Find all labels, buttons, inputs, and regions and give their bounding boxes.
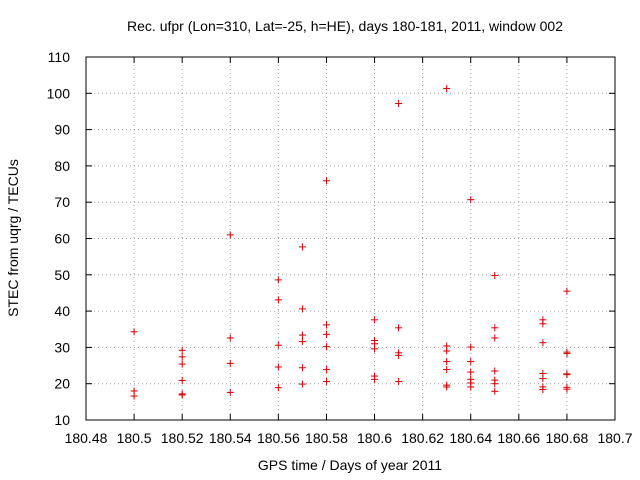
data-point <box>226 388 234 396</box>
data-point <box>491 272 499 280</box>
x-tick-labels: 180.48 180.5 180.52 180.54 180.56 180.58 180.6… <box>65 430 633 446</box>
data-point <box>226 359 234 367</box>
data-point <box>467 368 475 376</box>
data-point <box>443 358 451 366</box>
grid-layer <box>86 57 615 420</box>
data-point <box>322 343 330 351</box>
data-point <box>274 276 282 284</box>
y-tick-label: 80 <box>54 158 70 174</box>
x-tick-label: 180.56 <box>257 430 300 446</box>
x-tick-label: 180.7 <box>597 430 632 446</box>
tick-layer <box>85 56 616 421</box>
y-tick-label: 70 <box>54 194 70 210</box>
data-point <box>178 353 186 361</box>
data-point <box>298 305 306 313</box>
x-tick-label: 180.58 <box>305 430 348 446</box>
data-point <box>395 378 403 386</box>
data-point <box>563 385 571 393</box>
data-point <box>539 320 547 328</box>
data-point <box>467 343 475 351</box>
y-tick-label: 40 <box>54 303 70 319</box>
data-point <box>298 243 306 251</box>
data-point <box>298 380 306 388</box>
data-point <box>298 364 306 372</box>
x-tick-label: 180.6 <box>357 430 392 446</box>
y-tick-label: 100 <box>47 85 71 101</box>
data-point <box>539 339 547 347</box>
x-tick-label: 180.66 <box>497 430 540 446</box>
data-point <box>395 324 403 332</box>
data-point <box>130 328 138 336</box>
x-tick-label: 180.64 <box>449 430 492 446</box>
data-point <box>563 371 571 379</box>
data-point <box>322 366 330 374</box>
data-point <box>274 341 282 349</box>
x-tick-label: 180.52 <box>161 430 204 446</box>
data-point <box>467 196 475 204</box>
data-point <box>443 383 451 391</box>
data-point <box>371 345 379 353</box>
y-tick-label: 50 <box>54 267 70 283</box>
data-point <box>467 358 475 366</box>
data-point <box>467 383 475 391</box>
data-point <box>491 334 499 342</box>
data-point <box>322 330 330 338</box>
data-point <box>298 338 306 346</box>
data-point <box>274 296 282 304</box>
data-points <box>130 85 571 400</box>
x-tick-label: 180.68 <box>545 430 588 446</box>
x-tick-label: 180.48 <box>65 430 108 446</box>
y-tick-labels: 10 20 30 40 50 60 70 80 90 100 110 <box>47 49 71 428</box>
chart-title: Rec. ufpr (Lon=310, Lat=-25, h=HE), days… <box>127 18 563 34</box>
data-point <box>178 376 186 384</box>
data-point <box>130 392 138 400</box>
data-point <box>226 334 234 342</box>
data-point <box>274 363 282 371</box>
data-point <box>322 177 330 185</box>
y-tick-label: 90 <box>54 122 70 138</box>
data-point <box>491 367 499 375</box>
data-point <box>178 360 186 368</box>
data-point <box>178 390 186 398</box>
x-axis-label: GPS time / Days of year 2011 <box>258 457 442 473</box>
data-point <box>298 331 306 339</box>
data-point <box>539 386 547 394</box>
data-point <box>322 321 330 329</box>
y-tick-label: 20 <box>54 376 70 392</box>
data-point <box>322 378 330 386</box>
data-point <box>395 99 403 107</box>
data-point <box>443 85 451 93</box>
data-point <box>395 351 403 359</box>
x-tick-label: 180.62 <box>401 430 444 446</box>
y-tick-label: 60 <box>54 231 70 247</box>
data-point <box>563 350 571 358</box>
data-point <box>563 287 571 295</box>
data-point <box>443 347 451 355</box>
x-tick-label: 180.5 <box>117 430 152 446</box>
y-tick-label: 110 <box>48 49 71 65</box>
y-tick-label: 10 <box>54 412 70 428</box>
data-point <box>226 231 234 239</box>
data-point <box>274 384 282 392</box>
data-point <box>491 324 499 332</box>
data-point <box>178 346 186 354</box>
data-point <box>371 316 379 324</box>
y-axis-label: STEC from uqrg / TECUs <box>5 159 21 317</box>
x-tick-label: 180.54 <box>209 430 252 446</box>
data-point <box>539 375 547 383</box>
data-point <box>443 366 451 374</box>
data-point <box>491 380 499 388</box>
y-tick-label: 30 <box>54 339 70 355</box>
data-point <box>371 375 379 383</box>
data-point <box>491 387 499 395</box>
